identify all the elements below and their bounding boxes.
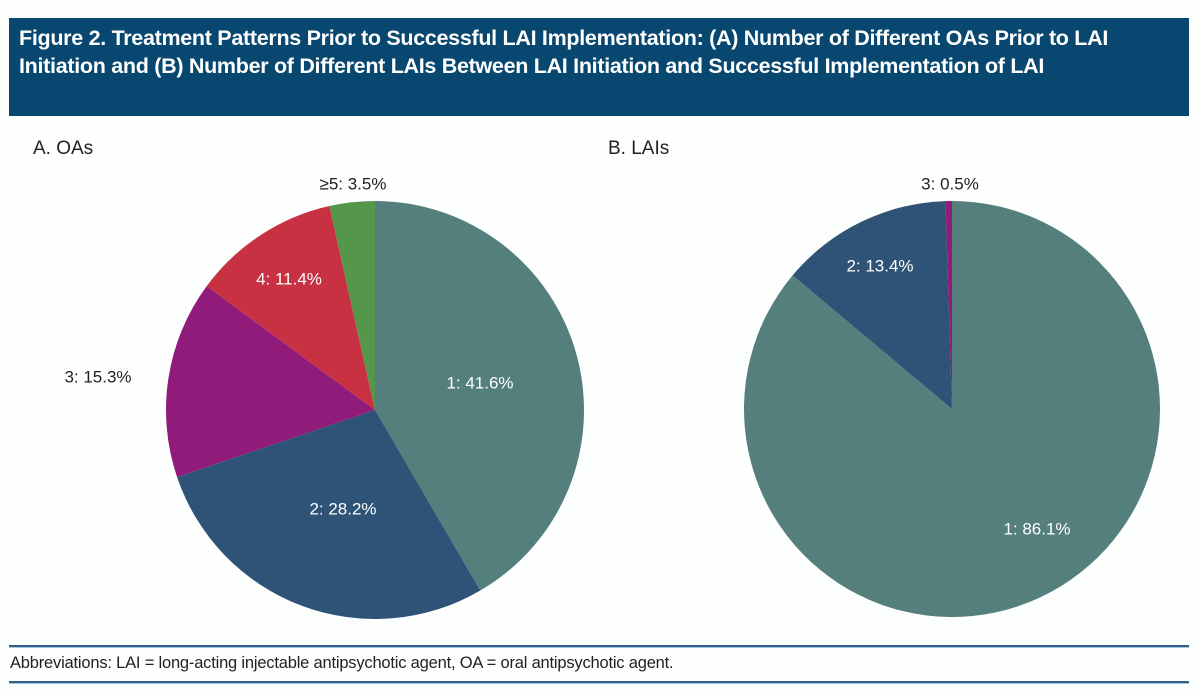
pie-oas-slice-4 bbox=[206, 206, 375, 410]
pie-lais-slice-1 bbox=[744, 201, 1161, 618]
pie-oas-label-2: 2: 28.2% bbox=[309, 499, 376, 518]
pie-oas-label-4: 4: 11.4% bbox=[256, 269, 322, 288]
pie-oas-slice-3 bbox=[166, 286, 375, 478]
pie-lais-slice-2 bbox=[792, 201, 952, 409]
pie-oas-slice-5 bbox=[329, 201, 375, 410]
pie-chart-lais: 1: 86.1% 2: 13.4% 3: 0.5% bbox=[744, 174, 1161, 618]
pie-oas-label-5: ≥5: 3.5% bbox=[320, 174, 387, 193]
abbreviations-footnote: Abbreviations: LAI = long-acting injecta… bbox=[10, 654, 674, 672]
pie-lais-label-2: 2: 13.4% bbox=[846, 256, 913, 275]
pie-oas-slice-1 bbox=[375, 200, 585, 591]
pie-oas-label-3: 3: 15.3% bbox=[64, 367, 131, 386]
footnote-rule-top bbox=[9, 645, 1189, 648]
pie-lais-slice-3 bbox=[945, 201, 952, 409]
pie-lais-label-1: 1: 86.1% bbox=[1003, 519, 1070, 538]
pie-oas-slice-2 bbox=[177, 410, 481, 619]
figure-title: Figure 2. Treatment Patterns Prior to Su… bbox=[19, 26, 1109, 78]
pie-chart-oas: 1: 41.6% 2: 28.2% 3: 15.3% 4: 11.4% ≥5: 3.5% bbox=[64, 174, 585, 619]
pie-lais-label-3: 3: 0.5% bbox=[921, 174, 979, 193]
panel-b-title: B. LAIs bbox=[608, 138, 670, 159]
panel-a-title: A. OAs bbox=[33, 138, 94, 159]
figure-title-bar: Figure 2. Treatment Patterns Prior to Su… bbox=[9, 18, 1189, 116]
footnote-rule-bottom bbox=[9, 681, 1189, 684]
pie-oas-label-1: 1: 41.6% bbox=[446, 373, 513, 392]
